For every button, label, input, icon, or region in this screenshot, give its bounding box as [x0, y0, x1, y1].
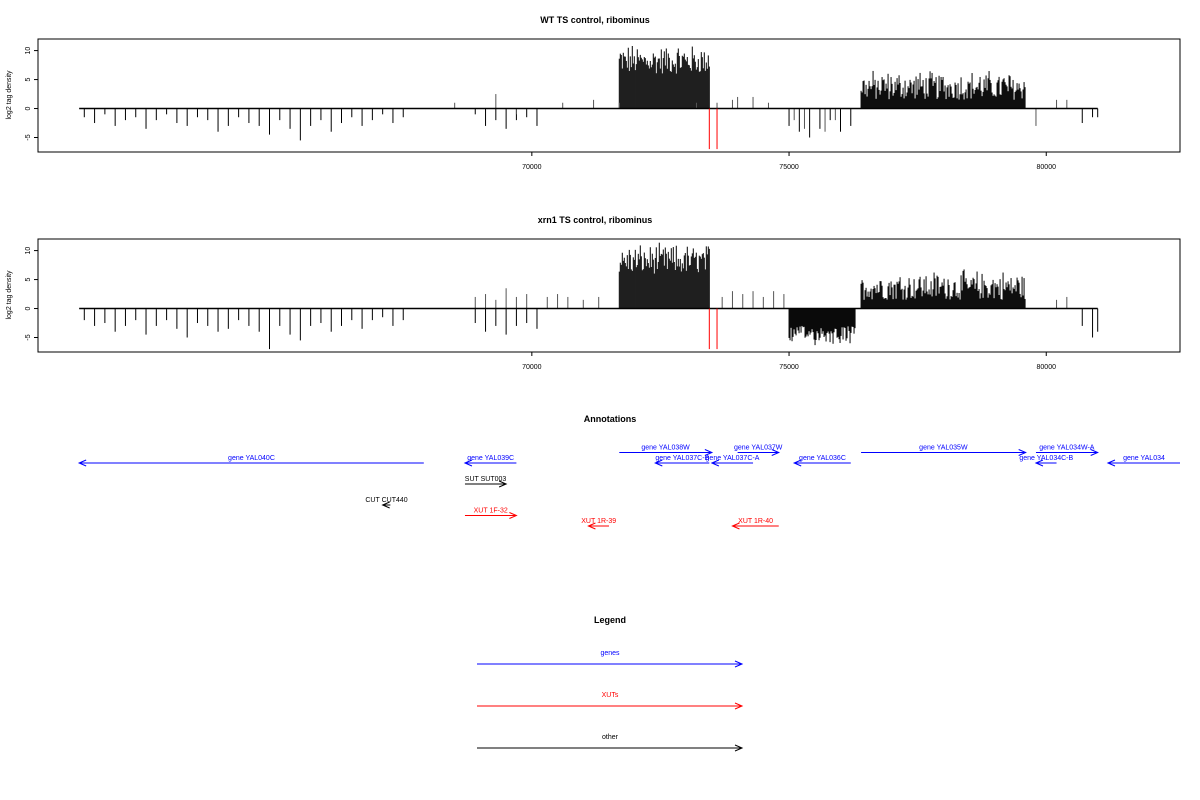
y-tick-label: 0 [25, 306, 32, 310]
feature-gene-yal038w: gene YAL038W [619, 445, 714, 456]
feature-gene-yal034c-b: gene YAL034C-B [1019, 455, 1073, 467]
y-axis-label: log2 tag density [6, 270, 13, 320]
feature-arrowhead [1090, 449, 1099, 456]
legend-arrowhead [734, 744, 744, 752]
y-tick-label: 10 [25, 247, 32, 255]
feature-cut-cut440: CUT CUT440 [365, 497, 408, 509]
feature-arrowhead [1034, 459, 1044, 467]
y-tick-label: 0 [25, 106, 32, 110]
feature-arrowhead [710, 459, 720, 467]
chart-panel-wt: WT TS control, ribominus log2 tag densit… [6, 15, 1181, 171]
legend-title: Legend [594, 615, 626, 625]
x-tick-label: 75000 [779, 164, 799, 171]
feature-label: gene YAL040C [228, 455, 275, 462]
bars-group [79, 46, 1099, 150]
feature-label: gene YAL036C [799, 455, 846, 462]
legend-label: genes [600, 650, 620, 657]
y-axis-label: log2 tag density [6, 70, 13, 120]
feature-arrowhead [792, 459, 802, 467]
x-axis-ticks: 70000 75000 80000 [522, 352, 1056, 371]
legend-entry-other: other [477, 734, 744, 752]
feature-label: CUT CUT440 [365, 497, 407, 504]
plot-frame [37, 38, 1181, 153]
feature-label: gene YAL039C [467, 455, 514, 462]
feature-arrowhead [771, 449, 781, 456]
annotations-panel: Annotations gene YAL040C gene YAL039Cgene… [77, 414, 1180, 530]
chart-panel-xrn1: xrn1 TS control, ribominus log2 tag dens… [6, 215, 1181, 371]
feature-gene-yal037c-b: gene YAL037C-B [654, 455, 710, 467]
feature-arrowhead [704, 449, 714, 456]
feature-gene-yal035w: gene YAL035W [861, 445, 1027, 456]
feature-gene-yal039c: gene YAL039C [463, 455, 517, 467]
feature-label: XUT 1F-32 [474, 508, 508, 515]
chart-title: WT TS control, ribominus [540, 15, 650, 25]
feature-gene-yal034: gene YAL034 [1106, 455, 1180, 467]
feature-gene-yal037w: gene YAL037W [734, 445, 783, 456]
y-tick-label: 10 [25, 47, 32, 55]
feature-label: gene YAL037C-B [655, 455, 709, 462]
feature-xut-1f-32: XUT 1F-32 [464, 508, 518, 519]
feature-arrowhead [509, 512, 518, 519]
legend-panel: Legend genes XUTs other [477, 615, 744, 752]
feature-arrowhead [498, 480, 508, 488]
y-tick-label: 5 [25, 278, 32, 282]
legend-entries: genes XUTs other [477, 650, 744, 752]
feature-arrowhead [381, 501, 390, 509]
x-tick-label: 70000 [522, 164, 542, 171]
feature-arrowhead [731, 522, 740, 530]
y-tick-label: 5 [25, 78, 32, 82]
feature-sut-sut003: SUT SUT003 [465, 476, 508, 488]
feature-label: gene YAL037W [734, 445, 783, 452]
legend-arrowhead [734, 702, 744, 710]
feature-label: gene YAL037C-A [706, 455, 760, 462]
feature-label: SUT SUT003 [465, 476, 507, 483]
feature-arrowhead [463, 459, 473, 467]
legend-entry-genes: genes [477, 650, 744, 668]
feature-label: XUT 1R-40 [738, 518, 773, 525]
y-tick-label: -5 [25, 334, 32, 340]
feature-label: gene YAL034C-B [1019, 455, 1073, 462]
bars-group [79, 242, 1099, 350]
feature-gene-yal036c: gene YAL036C [792, 455, 851, 467]
feature-arrowhead [77, 459, 87, 467]
x-axis-ticks: 70000 75000 80000 [522, 152, 1056, 171]
feature-xut-1r-40: XUT 1R-40 [731, 518, 779, 530]
feature-label: XUT 1R-39 [581, 518, 616, 525]
feature-arrowhead [587, 522, 596, 530]
feature-label: gene YAL038W [641, 445, 690, 452]
feature-xut-1r-39: XUT 1R-39 [581, 518, 616, 530]
legend-label: XUTs [602, 692, 619, 699]
feature-arrowhead [654, 459, 663, 467]
x-tick-label: 75000 [779, 364, 799, 371]
feature-label: gene YAL034 [1123, 455, 1165, 462]
feature-arrowhead [1018, 449, 1027, 456]
legend-arrowhead [734, 660, 744, 668]
feature-gene-yal040c: gene YAL040C [77, 455, 424, 467]
annotation-features: gene YAL040C gene YAL039C gene YAL038W gene… [77, 445, 1180, 530]
x-tick-label: 80000 [1037, 164, 1057, 171]
feature-gene-yal037c-a: gene YAL037C-A [706, 455, 760, 467]
plot-frame [37, 238, 1181, 353]
y-axis-ticks: -5 0 5 10 [25, 247, 38, 341]
y-tick-label: -5 [25, 134, 32, 140]
legend-label: other [602, 734, 619, 741]
feature-gene-yal034w-a: gene YAL034W-A [1035, 445, 1099, 456]
feature-label: gene YAL035W [919, 445, 968, 452]
legend-entry-XUTs: XUTs [477, 692, 744, 710]
x-tick-label: 80000 [1037, 364, 1057, 371]
x-tick-label: 70000 [522, 364, 542, 371]
y-axis-ticks: -5 0 5 10 [25, 47, 38, 141]
annotations-title: Annotations [584, 414, 637, 424]
feature-arrowhead [1106, 459, 1116, 467]
feature-label: gene YAL034W-A [1039, 445, 1095, 452]
chart-title: xrn1 TS control, ribominus [538, 215, 653, 225]
